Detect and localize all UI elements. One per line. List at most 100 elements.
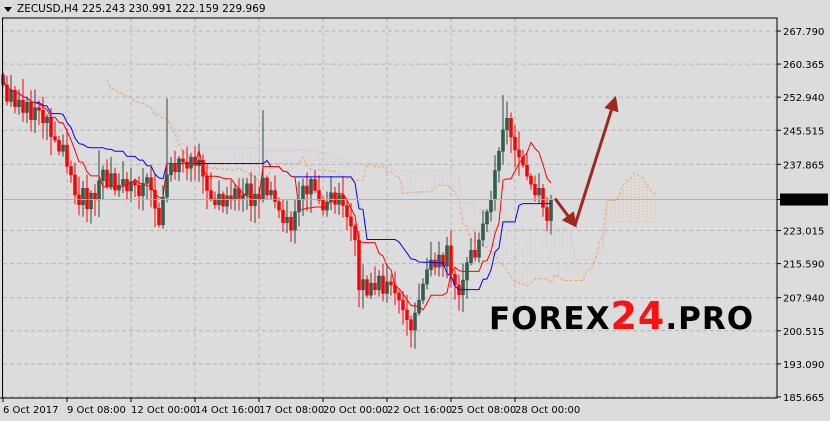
candle (157, 202, 161, 228)
candle (425, 257, 429, 290)
candle-body (497, 151, 501, 171)
candle-body (317, 190, 321, 201)
candle-body (73, 174, 77, 196)
candle (501, 95, 505, 165)
open-value: 225.243 (81, 3, 126, 15)
candle-body (513, 136, 517, 151)
chart-header: ZECUSD,H4 225.243 230.991 222.159 229.96… (4, 3, 266, 15)
candle (173, 150, 177, 180)
candle-body (193, 156, 197, 166)
senkou-span-b-line (106, 79, 655, 260)
price-tick-label: 223.015 (783, 227, 824, 238)
candle (113, 167, 117, 196)
candle-body (309, 179, 313, 195)
candle-body (533, 183, 537, 196)
candle-body (285, 216, 289, 223)
candle-body (45, 116, 49, 123)
candle-body (189, 156, 193, 169)
candle (373, 266, 377, 296)
candle-body (277, 201, 281, 211)
candle-body (185, 161, 189, 169)
price-tick-label: 207.940 (783, 294, 824, 305)
candle-body (293, 211, 297, 231)
candle (289, 211, 293, 243)
candle-body (169, 163, 173, 176)
candle-body (129, 181, 133, 192)
candle-body (109, 173, 113, 187)
candle-body (197, 159, 201, 166)
candle-body (233, 188, 237, 201)
candle (149, 167, 153, 208)
candle (429, 241, 433, 277)
candle-body (33, 107, 37, 120)
candle-body (485, 211, 489, 225)
candle-body (409, 319, 413, 331)
candle (421, 278, 425, 305)
candle-body (521, 156, 525, 166)
candle-body (469, 249, 473, 263)
candle-body (137, 184, 141, 197)
candle-body (445, 245, 449, 267)
candle-body (505, 118, 509, 131)
candle-body (261, 177, 265, 201)
candle (349, 203, 353, 241)
candle (293, 199, 297, 244)
price-axis-bg (778, 0, 830, 421)
candle (533, 175, 537, 202)
candle-body (377, 275, 381, 291)
candle-body (9, 89, 13, 102)
candle-body (37, 107, 41, 111)
candle-body (133, 181, 137, 186)
price-tick-label: 245.515 (783, 126, 824, 137)
candle (341, 176, 345, 218)
candle (305, 172, 309, 212)
candle-body (481, 223, 485, 241)
candle (505, 101, 509, 145)
candle-body (245, 183, 249, 196)
candle (145, 173, 149, 200)
candle-body (29, 102, 33, 120)
candle (413, 302, 417, 349)
candle (73, 162, 77, 205)
candle-body (225, 195, 229, 207)
price-tick-label: 215.590 (783, 260, 824, 271)
candle-body (69, 166, 73, 176)
candle-body (273, 190, 277, 202)
candle-body (425, 269, 429, 285)
candle (381, 264, 385, 302)
candle-body (525, 164, 529, 177)
candle-body (89, 192, 93, 209)
candle-body (121, 179, 125, 186)
watermark-suffix: .PRO (665, 301, 755, 337)
candle-body (361, 279, 365, 291)
candle-body (301, 185, 305, 201)
candle (57, 135, 61, 156)
candle (529, 173, 533, 190)
candle (365, 275, 369, 298)
candle (121, 161, 125, 194)
candle-body (145, 177, 149, 184)
dropdown-triangle-icon[interactable] (4, 6, 12, 12)
candle-body (65, 144, 69, 167)
candle (117, 173, 121, 197)
candle-body (25, 102, 29, 113)
candle-body (333, 192, 337, 205)
candle (369, 272, 373, 300)
candle (129, 167, 133, 202)
candle-body (389, 281, 393, 286)
candle-body (313, 179, 317, 191)
candle-body (429, 259, 433, 271)
time-tick-label: 6 Oct 2017 (3, 405, 58, 416)
candle-body (289, 216, 293, 231)
candle-body (529, 175, 533, 185)
candle-body (249, 183, 253, 206)
forecast-arrow (573, 95, 619, 226)
tenkan-sen-line (2, 79, 552, 311)
time-tick-label: 14 Oct 16:00 (195, 405, 260, 416)
watermark-number: 24 (610, 294, 666, 338)
candle-body (489, 199, 493, 213)
price-tick-label: 267.790 (783, 27, 824, 38)
candle-body (397, 292, 401, 301)
candle (101, 165, 105, 200)
